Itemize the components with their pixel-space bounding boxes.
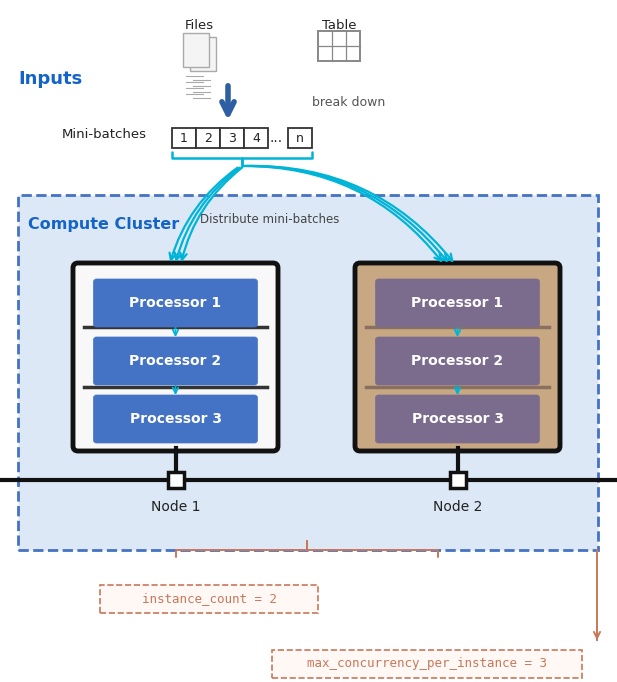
FancyBboxPatch shape [94, 279, 257, 327]
Text: 3: 3 [228, 132, 236, 145]
Text: Node 1: Node 1 [151, 500, 201, 514]
Text: max_concurrency_per_instance = 3: max_concurrency_per_instance = 3 [307, 657, 547, 670]
FancyBboxPatch shape [272, 650, 582, 678]
FancyBboxPatch shape [318, 31, 360, 61]
Text: n: n [296, 132, 304, 145]
FancyBboxPatch shape [450, 472, 465, 488]
Text: 1: 1 [180, 132, 188, 145]
FancyBboxPatch shape [355, 263, 560, 451]
Text: 2: 2 [204, 132, 212, 145]
FancyBboxPatch shape [376, 337, 539, 385]
Text: Node 2: Node 2 [433, 500, 482, 514]
Text: Processor 3: Processor 3 [412, 412, 503, 426]
Text: Processor 1: Processor 1 [130, 296, 222, 310]
FancyBboxPatch shape [172, 128, 196, 148]
FancyBboxPatch shape [73, 263, 278, 451]
Text: ...: ... [270, 131, 283, 145]
Text: Mini-batches: Mini-batches [62, 128, 147, 141]
FancyBboxPatch shape [100, 585, 318, 613]
Text: Processor 1: Processor 1 [412, 296, 503, 310]
Text: Distribute mini-batches: Distribute mini-batches [201, 213, 340, 226]
FancyBboxPatch shape [288, 128, 312, 148]
FancyBboxPatch shape [94, 337, 257, 385]
FancyBboxPatch shape [94, 395, 257, 443]
FancyBboxPatch shape [183, 33, 209, 67]
Text: Table: Table [321, 19, 356, 32]
FancyBboxPatch shape [244, 128, 268, 148]
FancyBboxPatch shape [167, 472, 183, 488]
Text: 4: 4 [252, 132, 260, 145]
FancyBboxPatch shape [196, 128, 220, 148]
Text: Processor 3: Processor 3 [130, 412, 222, 426]
Text: Inputs: Inputs [18, 70, 82, 88]
FancyBboxPatch shape [220, 128, 244, 148]
Text: break down: break down [312, 96, 385, 110]
Text: Processor 2: Processor 2 [130, 354, 222, 368]
Text: Files: Files [184, 19, 213, 32]
FancyBboxPatch shape [376, 279, 539, 327]
FancyBboxPatch shape [18, 195, 598, 550]
Text: instance_count = 2: instance_count = 2 [141, 593, 276, 606]
Text: Processor 2: Processor 2 [412, 354, 503, 368]
FancyBboxPatch shape [376, 395, 539, 443]
FancyBboxPatch shape [190, 37, 216, 71]
Text: Compute Cluster: Compute Cluster [28, 217, 180, 232]
